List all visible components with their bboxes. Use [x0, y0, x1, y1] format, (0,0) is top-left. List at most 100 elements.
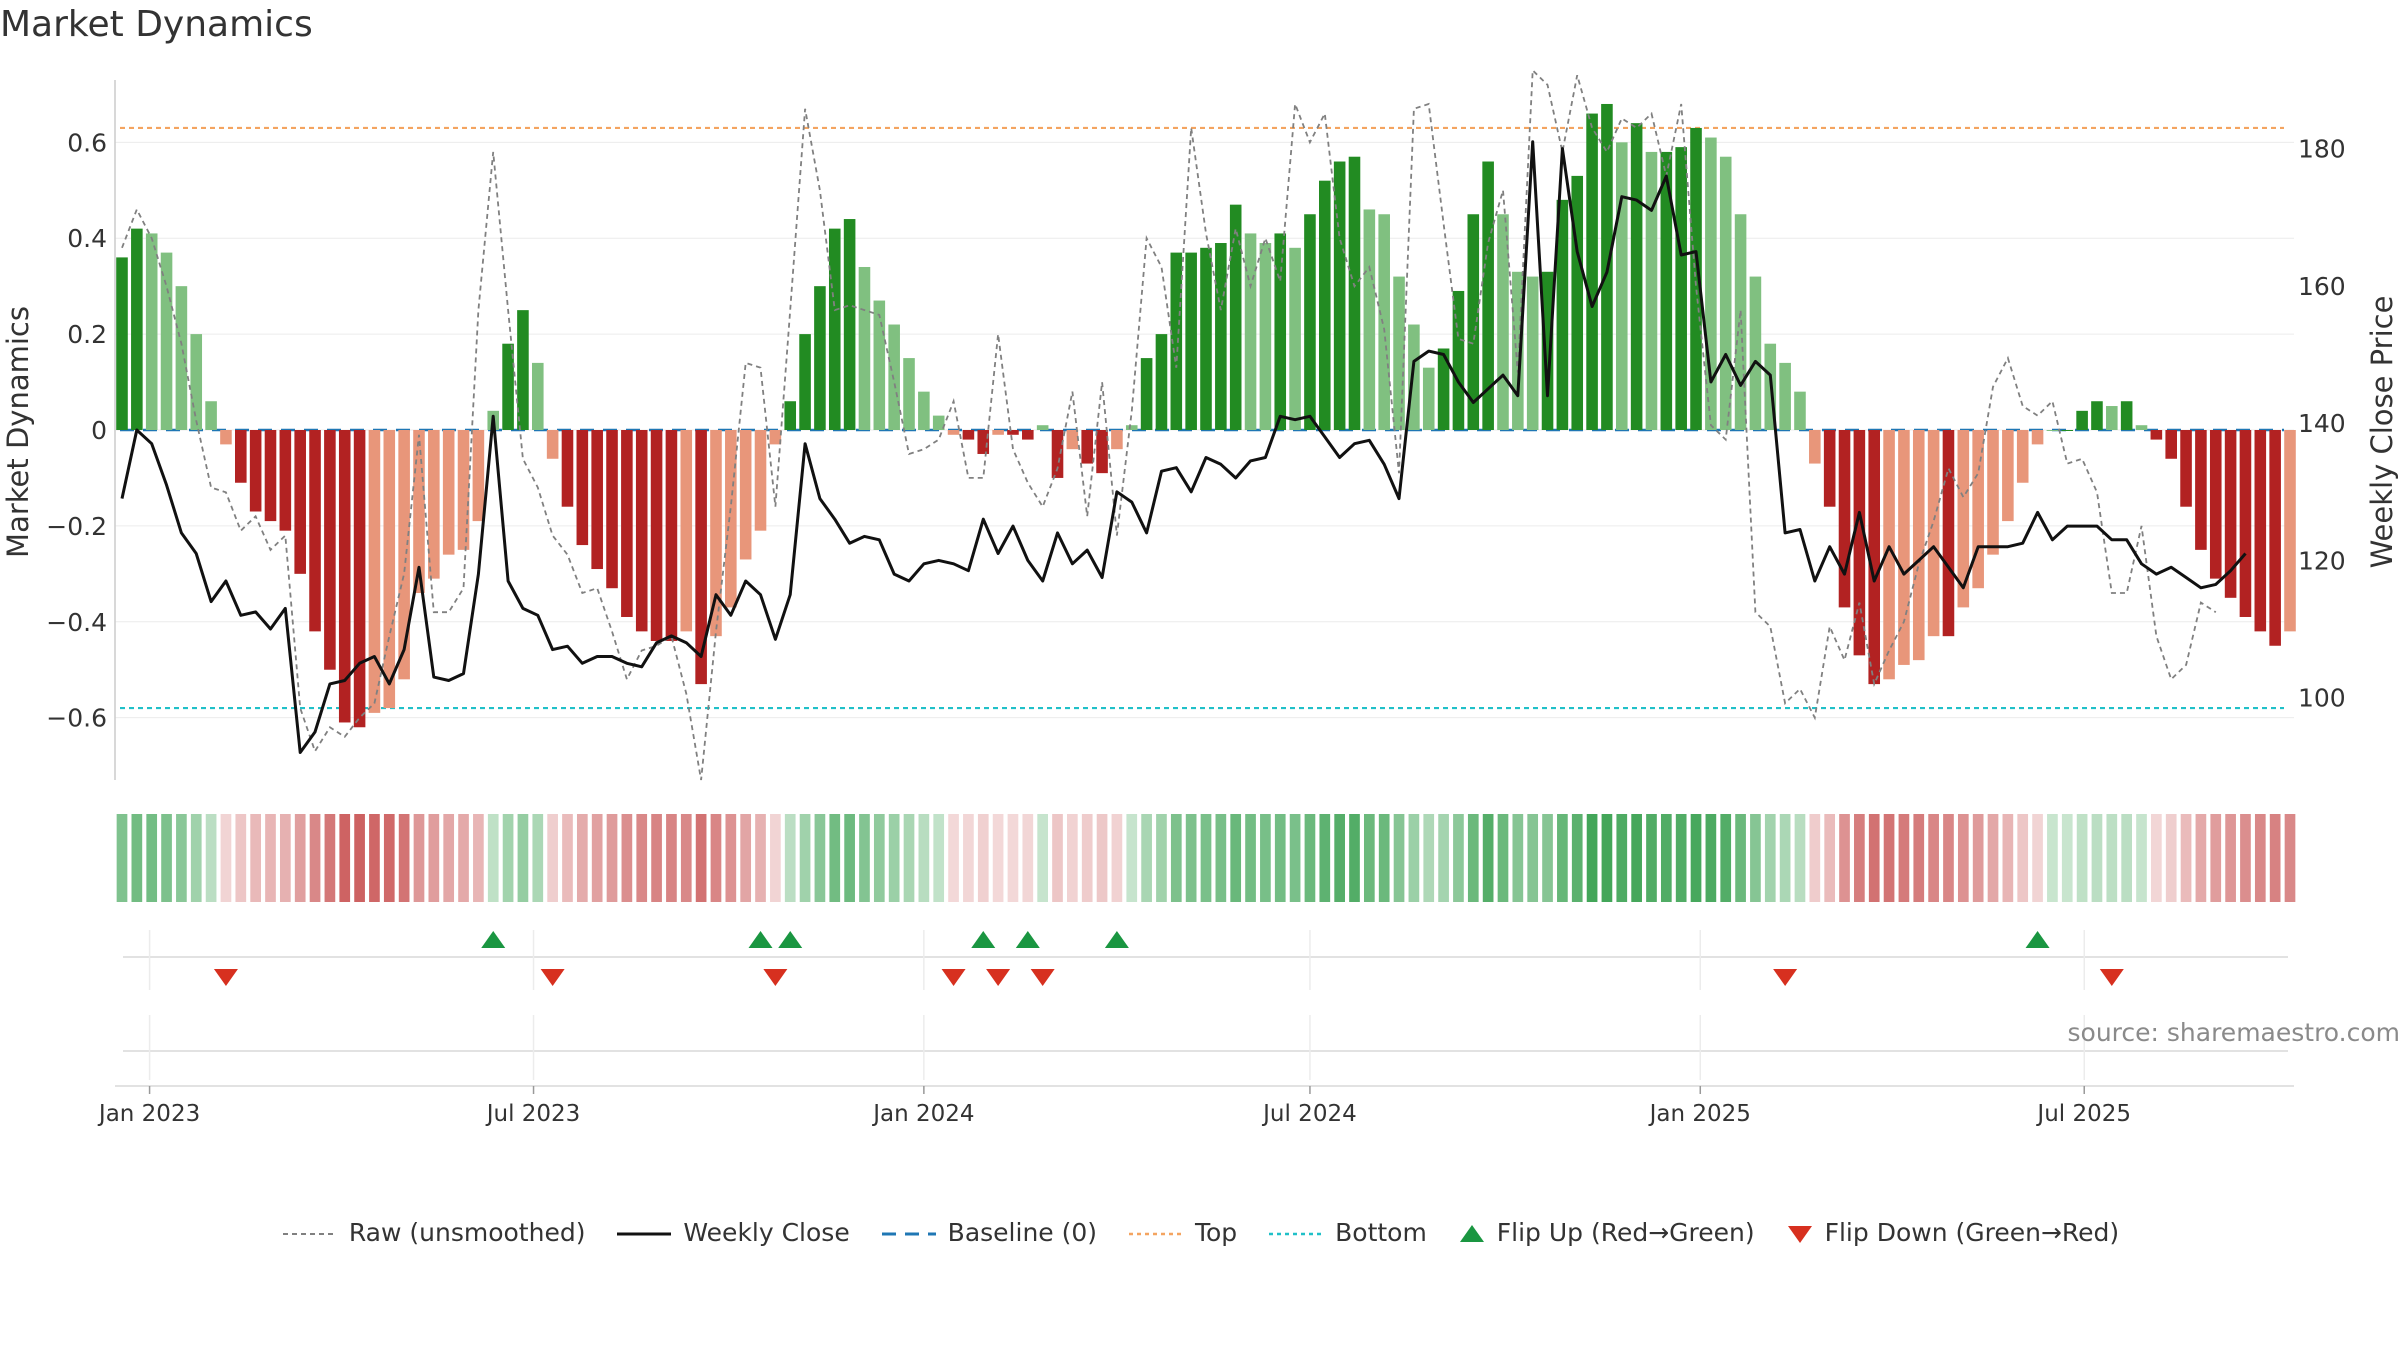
- regime-cell: [963, 814, 974, 902]
- regime-cell: [1690, 814, 1702, 902]
- regime-cell: [428, 814, 440, 902]
- bar: [873, 300, 886, 430]
- regime-cell: [725, 814, 737, 902]
- regime-cell: [1007, 814, 1019, 902]
- bar: [1556, 199, 1569, 430]
- regime-cell: [1096, 814, 1108, 902]
- regime-cell: [666, 814, 677, 902]
- bar: [1942, 430, 1955, 637]
- bar: [621, 430, 633, 617]
- bar: [1675, 147, 1687, 430]
- y-tick-right: 160: [2298, 272, 2346, 301]
- bar: [2224, 430, 2237, 598]
- bar: [2031, 430, 2044, 445]
- regime-cell: [1052, 814, 1063, 902]
- regime-cell: [562, 814, 573, 902]
- bar: [1140, 358, 1153, 430]
- triangle-down-icon: [1787, 1225, 1812, 1243]
- bar: [1378, 214, 1390, 430]
- y-tick-left: −0.2: [46, 512, 107, 541]
- bar: [472, 430, 485, 522]
- regime-cell: [695, 814, 707, 902]
- legend-label-raw: Raw (unsmoothed): [348, 1217, 586, 1247]
- legend-item-top: Top: [1127, 1218, 1237, 1247]
- regime-cell: [2254, 814, 2266, 902]
- bar: [1333, 161, 1346, 431]
- legend: Raw (unsmoothed) Weekly Close Baseline (…: [0, 1216, 2400, 1247]
- bar: [1957, 430, 1970, 608]
- legend-label-top: Top: [1194, 1217, 1238, 1247]
- bar: [1705, 137, 1717, 430]
- regime-cell: [1349, 814, 1360, 902]
- regime-cell: [1913, 814, 1925, 902]
- regime-cell: [1200, 814, 1212, 902]
- regime-cell: [1438, 814, 1449, 902]
- y-axis-label-left: Market Dynamics: [1, 306, 35, 558]
- bars-layer: [116, 103, 2296, 728]
- bar: [131, 228, 143, 430]
- regime-cell: [2032, 814, 2043, 902]
- bar: [1304, 214, 1316, 430]
- regime-cell: [1764, 814, 1776, 902]
- flip-down-marker: [1773, 969, 1798, 986]
- bar: [324, 430, 336, 670]
- bar: [1155, 334, 1168, 430]
- x-tick-label: Jan 2023: [97, 1101, 200, 1127]
- bar: [828, 228, 841, 430]
- bar: [1022, 430, 1034, 440]
- regime-cell: [1943, 814, 1954, 902]
- regime-cell: [443, 814, 455, 902]
- bar: [962, 430, 975, 440]
- regime-cell: [1378, 814, 1390, 902]
- bar: [2061, 430, 2074, 431]
- bar: [1972, 430, 1984, 589]
- axes-layer: 0.6 0.4 0.2 0 −0.2 −0.4 −0.6 180 160 140 120 100: [46, 80, 2346, 780]
- regime-cell: [1304, 814, 1316, 902]
- regime-cell: [116, 814, 128, 902]
- regime-cell: [888, 814, 900, 902]
- regime-cell: [2195, 814, 2207, 902]
- regime-cell: [636, 814, 648, 902]
- regime-cell: [992, 814, 1004, 902]
- legend-swatch-bottom: [1269, 1232, 1324, 1235]
- flip-down-marker: [941, 969, 966, 986]
- bar: [1215, 243, 1227, 430]
- bar: [413, 430, 425, 594]
- regime-cell: [279, 814, 291, 902]
- bar: [1809, 430, 1821, 464]
- regime-cell: [1616, 814, 1628, 902]
- regime-cell: [1022, 814, 1034, 902]
- bar: [992, 430, 1004, 435]
- regime-cell: [784, 814, 796, 902]
- regime-cell: [265, 814, 276, 902]
- bar: [546, 430, 559, 459]
- x-tick-label: Jul 2023: [485, 1101, 581, 1127]
- legend-label-flip-up: Flip Up (Red→Green): [1496, 1217, 1755, 1247]
- bar: [1526, 276, 1539, 430]
- regime-cell: [176, 814, 187, 902]
- regime-cell: [1735, 814, 1746, 902]
- regime-cell: [606, 814, 618, 902]
- bar: [1111, 430, 1123, 450]
- bar: [1541, 271, 1554, 430]
- bar: [576, 430, 589, 546]
- bar: [947, 430, 960, 435]
- regime-cell: [1957, 814, 1969, 902]
- regime-cell: [383, 814, 395, 902]
- legend-item-raw: Raw (unsmoothed): [281, 1217, 586, 1247]
- regime-cell: [1542, 814, 1553, 902]
- bar: [1244, 233, 1257, 430]
- flip-markers-panel: [115, 931, 2294, 1087]
- bar: [2254, 430, 2267, 632]
- y-tick-right: 100: [2298, 684, 2346, 713]
- regime-cell: [161, 814, 172, 902]
- regime-cell: [1037, 814, 1049, 902]
- regime-cell: [190, 814, 202, 902]
- regime-cell: [398, 814, 410, 902]
- bar: [1512, 271, 1524, 430]
- legend-swatch-baseline: [881, 1232, 936, 1235]
- bar: [116, 257, 128, 430]
- regime-cell: [487, 814, 499, 902]
- flip-down-marker: [1030, 969, 1055, 986]
- bar: [517, 310, 529, 430]
